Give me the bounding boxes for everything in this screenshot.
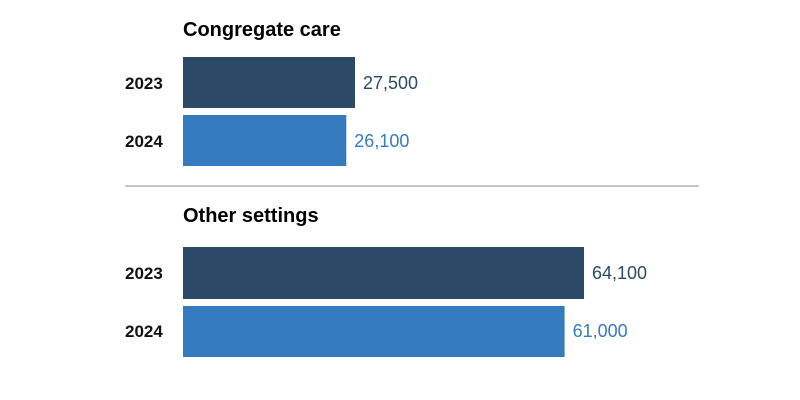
group-congregate-care: Congregate care 2023 27,500 2024 26,100 — [125, 19, 418, 166]
group-other-settings: Other settings 2023 64,100 2024 61,000 — [125, 205, 647, 357]
value-label-2023-other: 64,100 — [592, 263, 647, 283]
value-label-2024-congregate: 26,100 — [354, 131, 409, 151]
year-label-2024-congregate: 2024 — [125, 132, 163, 151]
value-label-2024-other: 61,000 — [573, 321, 628, 341]
year-label-2023-other: 2023 — [125, 264, 163, 283]
bar-2024-other — [183, 306, 565, 357]
year-label-2023-congregate: 2023 — [125, 74, 163, 93]
group-title-other-settings: Other settings — [183, 205, 319, 227]
group-title-congregate-care: Congregate care — [183, 19, 341, 41]
year-label-2024-other: 2024 — [125, 322, 163, 341]
bar-2023-other — [183, 247, 584, 299]
bar-2023-congregate — [183, 57, 355, 108]
value-label-2023-congregate: 27,500 — [363, 73, 418, 93]
bar-2024-congregate — [183, 115, 347, 166]
